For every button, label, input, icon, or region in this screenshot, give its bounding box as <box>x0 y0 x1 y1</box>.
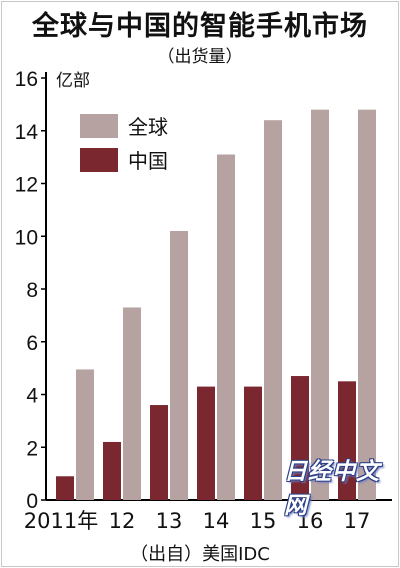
x-tick-label: 13 <box>156 509 183 533</box>
y-tick-label: 10 <box>15 226 38 249</box>
bar-global <box>311 109 329 501</box>
legend-label-global: 全球 <box>128 115 168 139</box>
bar-global <box>76 369 94 500</box>
chart-title: 全球与中国的智能手机市场 <box>32 11 368 42</box>
watermark-logo: 日经中文网 <box>284 459 380 519</box>
x-tick-label: 17 <box>344 509 371 533</box>
legend-swatch-global <box>80 114 118 138</box>
y-unit-label: 亿部 <box>56 71 90 91</box>
bar-global <box>123 307 141 500</box>
bar-global <box>170 230 188 500</box>
bar-china <box>291 376 309 500</box>
y-tick-label: 16 <box>15 68 38 91</box>
y-tick-label: 8 <box>26 279 38 302</box>
legend-label-china: 中国 <box>128 149 168 173</box>
y-tick-label: 14 <box>15 121 39 144</box>
y-tick-label: 4 <box>26 385 38 408</box>
source-note: （出自）美国IDC <box>130 544 270 565</box>
y-tick-label: 2 <box>26 437 38 460</box>
bar-china <box>103 441 121 500</box>
legend-swatch-china <box>80 148 118 172</box>
bar-china <box>56 476 74 500</box>
y-tick-label: 12 <box>15 174 38 197</box>
x-tick-label: 2011年 <box>24 509 98 533</box>
bar-global <box>217 154 235 501</box>
x-tick-label: 15 <box>250 509 277 533</box>
bar-global <box>264 120 282 500</box>
bar-china <box>150 405 168 500</box>
bar-global <box>358 109 376 501</box>
bar-china <box>197 386 215 500</box>
bar-china <box>244 386 262 500</box>
chart-subtitle: （出货量） <box>157 47 243 67</box>
x-tick-label: 12 <box>109 509 136 533</box>
x-tick-label: 14 <box>203 509 230 533</box>
x-tick-label: 16 <box>297 509 324 533</box>
y-tick-label: 6 <box>26 332 38 355</box>
y-tick-label: 0 <box>26 490 38 513</box>
bar-china <box>338 381 356 500</box>
